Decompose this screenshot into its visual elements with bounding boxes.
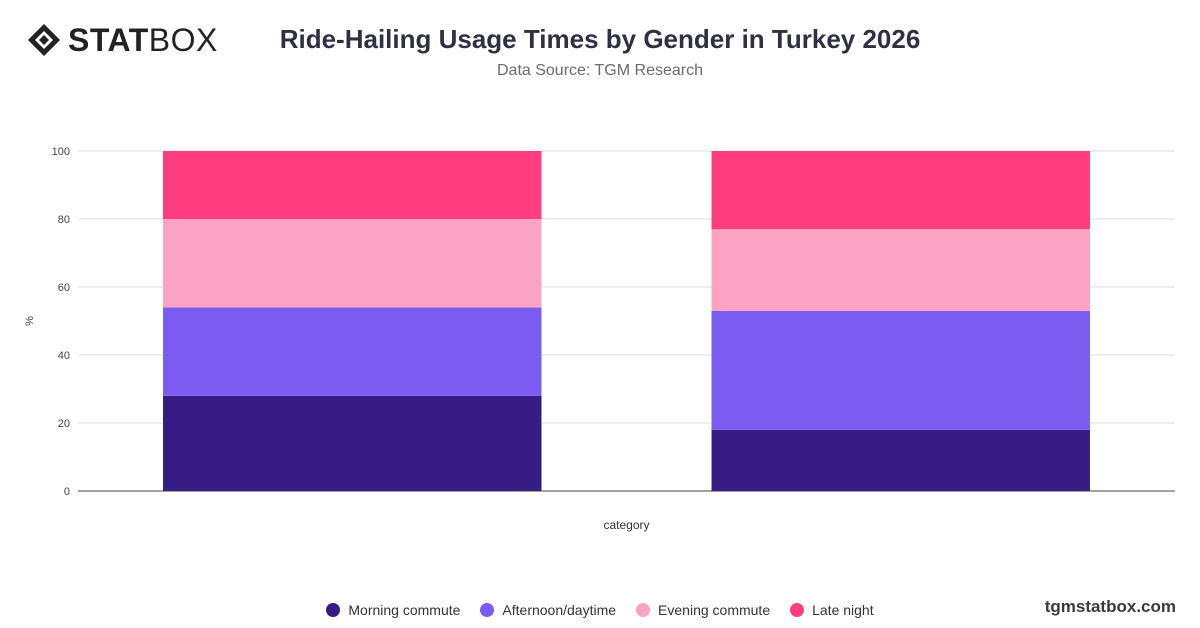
- logo-text-bold: STAT: [68, 22, 149, 58]
- legend-swatch: [790, 603, 805, 617]
- legend-item: Morning commute: [326, 602, 460, 618]
- y-tick-label: 20: [58, 418, 70, 430]
- statbox-logo: STATBOX: [26, 22, 218, 58]
- legend-label: Morning commute: [348, 602, 461, 618]
- y-tick-label: 80: [58, 214, 70, 226]
- legend-swatch: [636, 603, 651, 617]
- legend-label: Late night: [812, 602, 874, 618]
- bar-segment-late-night: [711, 151, 1090, 230]
- legend-item: Evening commute: [636, 602, 770, 618]
- chart-title: Ride-Hailing Usage Times by Gender in Tu…: [279, 24, 921, 54]
- chart-legend: Morning commute Afternoon/daytime Evening …: [0, 602, 1200, 618]
- legend-item: Late night: [790, 602, 874, 618]
- y-tick-label: 0: [64, 486, 70, 498]
- chart-subtitle: Data Source: TGM Research: [496, 62, 703, 79]
- watermark: tgmstatbox.com: [1044, 597, 1176, 616]
- legend-label: Afternoon/daytime: [502, 602, 617, 618]
- bar-segment-late-night: [163, 151, 542, 219]
- logo-text: STATBOX: [68, 24, 218, 56]
- bar-segment-evening-commute: [711, 229, 1090, 311]
- legend-item: Afternoon/daytime: [480, 602, 616, 618]
- legend-swatch: [326, 603, 341, 617]
- legend-swatch: [480, 603, 495, 617]
- bar-segment-evening-commute: [163, 219, 542, 308]
- bar-segment-afternoon-daytime: [163, 307, 542, 396]
- legend-label: Evening commute: [658, 602, 771, 618]
- y-tick-label: 60: [58, 282, 70, 294]
- stacked-bar-chart: 0 20 40 60 80 100% category: [24, 146, 1175, 532]
- bar-segment-morning-commute: [163, 395, 542, 491]
- logo-text-light: BOX: [148, 22, 218, 58]
- x-axis-label: category: [603, 518, 649, 532]
- diamond-logo-icon: [28, 24, 60, 56]
- bar-segment-afternoon-daytime: [711, 310, 1090, 430]
- bar-segment-morning-commute: [711, 429, 1090, 491]
- y-tick-label: 100: [52, 146, 70, 158]
- y-axis-label: %: [24, 316, 36, 326]
- y-tick-label: 40: [58, 350, 70, 362]
